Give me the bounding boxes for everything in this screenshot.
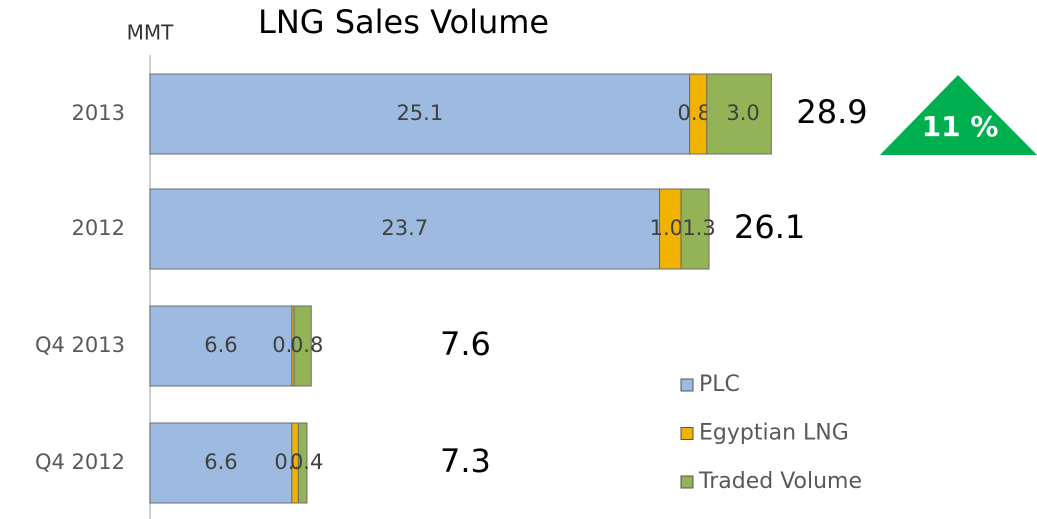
y-tick-label: Q4 2013 [35,333,125,357]
legend-swatch [680,475,694,489]
bar-segment [293,305,312,387]
y-tick-label: 2013 [72,101,125,125]
total-label: 28.9 [796,93,867,131]
bar-segment [297,422,308,504]
data-label: 1.3 [682,216,715,240]
legend-label: Traded Volume [698,469,862,494]
unit-label: MMT [127,21,175,45]
data-label: 3.0 [726,101,759,125]
bar-segment [706,73,772,155]
bar-segment [149,188,661,270]
data-label: 23.7 [381,216,428,240]
data-label: 1.0 [650,216,683,240]
legend-swatch [680,427,694,440]
data-label: 0.4 [290,450,323,474]
growth-annotation: 11 % [922,110,999,143]
y-tick-label: Q4 2012 [35,450,125,474]
bar-segment [149,73,691,155]
legend-label: Egyptian LNG [699,421,849,446]
total-label: 26.1 [734,208,805,246]
data-label: 0.8 [290,333,323,357]
total-label: 7.6 [440,325,491,363]
legend-swatch [680,378,694,392]
legend-label: PLC [699,372,740,397]
data-label: 6.6 [204,450,237,474]
data-label: 25.1 [396,101,443,125]
growth-triangle [880,75,1037,155]
chart-title: LNG Sales Volume [258,3,549,41]
bar-segment [149,422,293,504]
total-label: 7.3 [440,442,491,480]
data-label: 6.6 [204,333,237,357]
y-tick-label: 2012 [72,216,125,240]
bar-segment [680,188,710,270]
data-label: 0.8 [678,101,711,125]
